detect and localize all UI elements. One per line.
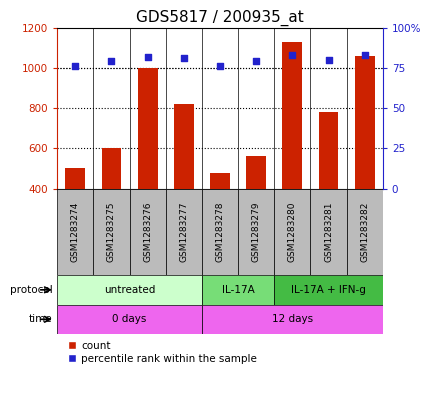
Text: GSM1283280: GSM1283280 (288, 202, 297, 262)
Bar (102, 148, 121, 189)
Bar (355, 56, 375, 189)
Bar (129, 189, 166, 275)
Bar (166, 189, 202, 275)
Text: 12 days: 12 days (272, 314, 313, 324)
Text: GSM1283279: GSM1283279 (252, 202, 260, 262)
Bar (57, 305, 202, 334)
Text: GSM1283276: GSM1283276 (143, 202, 152, 262)
Text: GSM1283275: GSM1283275 (107, 202, 116, 262)
Point (72, 63, 79, 69)
Bar (282, 42, 302, 189)
Title: GDS5817 / 200935_at: GDS5817 / 200935_at (136, 10, 304, 26)
Legend: count, percentile rank within the sample: count, percentile rank within the sample (62, 337, 261, 368)
Point (180, 55, 187, 61)
Text: GSM1283274: GSM1283274 (71, 202, 80, 262)
Bar (274, 275, 383, 305)
Bar (202, 275, 274, 305)
Bar (57, 275, 202, 305)
Bar (319, 112, 338, 189)
Text: GSM1283278: GSM1283278 (216, 202, 224, 262)
Text: GSM1283281: GSM1283281 (324, 202, 333, 262)
Text: protocol: protocol (10, 285, 53, 295)
Point (361, 52, 368, 58)
Point (289, 52, 296, 58)
Bar (311, 189, 347, 275)
Bar (202, 189, 238, 275)
Text: IL-17A: IL-17A (222, 285, 254, 295)
Bar (138, 68, 158, 189)
Bar (66, 169, 85, 189)
Text: untreated: untreated (104, 285, 155, 295)
Bar (347, 189, 383, 275)
Bar (57, 189, 93, 275)
Bar (246, 156, 266, 189)
Bar (174, 104, 194, 189)
Point (325, 57, 332, 63)
Bar (274, 189, 311, 275)
Text: IL-17A + IFN-g: IL-17A + IFN-g (291, 285, 366, 295)
Point (253, 58, 260, 64)
Text: 0 days: 0 days (112, 314, 147, 324)
Bar (238, 189, 274, 275)
Bar (93, 189, 129, 275)
Text: GSM1283282: GSM1283282 (360, 202, 369, 262)
Bar (202, 305, 383, 334)
Point (144, 53, 151, 60)
Text: time: time (29, 314, 53, 324)
Bar (210, 173, 230, 189)
Point (216, 63, 224, 69)
Point (108, 58, 115, 64)
Text: GSM1283277: GSM1283277 (180, 202, 188, 262)
